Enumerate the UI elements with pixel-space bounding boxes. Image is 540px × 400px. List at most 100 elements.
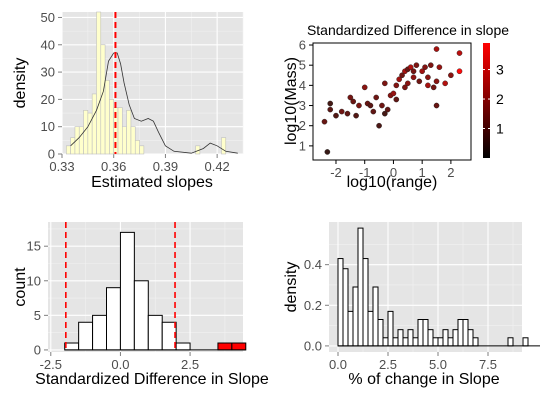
scatter-point — [376, 122, 382, 129]
histogram-bar — [117, 107, 123, 155]
scatter-point — [396, 76, 402, 83]
histogram-bar — [507, 337, 514, 347]
histogram-bar — [407, 329, 414, 347]
histogram-bar — [119, 231, 135, 351]
scatter-point — [413, 62, 420, 68]
x-tick-label: 2 — [447, 165, 454, 180]
histogram-bar — [347, 310, 354, 347]
histogram-bar — [231, 342, 247, 351]
scatter-point — [393, 82, 400, 89]
scatter-point — [356, 102, 362, 109]
histogram-bar — [412, 337, 419, 347]
histogram-bar — [462, 319, 469, 347]
chart-title: Standardized Difference in slope — [307, 22, 509, 38]
density-curve — [70, 52, 238, 154]
scatter-point — [410, 68, 417, 75]
histogram-bar — [377, 319, 384, 347]
y-tick-label: 40 — [41, 37, 55, 52]
y-tick-label: 0 — [48, 147, 55, 162]
y-tick-label: 1 — [299, 138, 306, 153]
scatter-point — [410, 74, 417, 81]
histogram-bar — [64, 342, 80, 351]
scatter-point — [347, 94, 354, 101]
x-tick-label: -2.5 — [40, 357, 62, 372]
scatter-point — [436, 64, 443, 71]
scatter-point — [422, 64, 428, 71]
scatter-point — [382, 110, 388, 117]
histogram-bar — [130, 126, 136, 155]
histogram-bar — [147, 314, 163, 351]
x-tick-label: 2.5 — [181, 357, 199, 372]
colorbar — [483, 43, 490, 158]
histogram-bar — [467, 329, 474, 347]
scatter-point — [344, 110, 351, 117]
scatter-point — [338, 108, 345, 115]
scatter-point — [399, 72, 405, 79]
scatter-point — [407, 64, 414, 71]
histogram-bar — [447, 337, 454, 347]
scatter-point — [373, 94, 380, 101]
histogram-bar — [217, 342, 233, 351]
y-tick-label: 4 — [299, 78, 306, 93]
scatter-point — [390, 90, 397, 97]
panel-4: 0.0 2.5 5.0 7.5 0.0 0.2 0.4 % of change in Slop… — [283, 222, 540, 388]
scatter-point — [367, 102, 374, 109]
scatter-point — [448, 72, 454, 79]
histogram-bar — [175, 342, 191, 351]
histogram-bar — [457, 319, 464, 347]
x-axis-label: % of change in Slope — [348, 371, 499, 388]
y-tick-label: 0.0 — [304, 338, 322, 353]
x-tick-label: 0.0 — [111, 357, 129, 372]
x-tick-label: 0.0 — [329, 357, 347, 372]
scatter-point — [433, 78, 440, 85]
y-tick-label: 3 — [299, 98, 306, 113]
scatter-point — [430, 84, 437, 91]
y-axis-label: density — [12, 58, 29, 109]
x-tick-label: -1 — [359, 165, 371, 180]
histogram-bar — [139, 145, 145, 155]
panel-3: -2.5 0.0 2.5 0 5 10 15 Standardized Difference … — [12, 222, 269, 388]
y-tick-label: 0.4 — [304, 257, 322, 272]
scatter-point — [425, 74, 431, 81]
y-tick-label: 30 — [41, 65, 55, 80]
histogram-bar — [382, 337, 389, 347]
y-axis-label: density — [283, 262, 300, 313]
x-tick-label: 0.42 — [204, 159, 229, 174]
scatter-point — [353, 112, 359, 119]
scatter-point — [456, 68, 463, 75]
x-tick-label: -2 — [330, 165, 342, 180]
histogram-bar — [161, 321, 177, 351]
histogram-bar — [522, 337, 529, 347]
histogram-bar — [78, 321, 94, 351]
scatter-point — [393, 96, 400, 103]
histogram-bar — [422, 319, 429, 347]
histogram-bar — [221, 137, 227, 155]
histogram-bar — [83, 110, 89, 155]
y-tick-label: 10 — [41, 119, 55, 134]
scatter-point — [442, 80, 448, 87]
y-axis-label: count — [12, 267, 29, 307]
scatter-point — [416, 78, 423, 85]
scatter-point — [361, 84, 368, 91]
histogram-bar — [352, 286, 359, 347]
histogram-bars — [66, 11, 227, 155]
y-tick-label: 2 — [299, 118, 306, 133]
histogram-bar — [427, 329, 434, 347]
histogram-bar — [392, 337, 399, 347]
y-tick-label: 6 — [299, 38, 306, 53]
y-axis-label: log10(Mass) — [283, 57, 300, 145]
histogram-bar — [109, 99, 115, 155]
histogram-bar — [417, 319, 424, 347]
scatter-point — [456, 50, 463, 56]
plot-border — [312, 42, 472, 161]
scatter-point — [350, 98, 357, 105]
histogram-bars — [337, 227, 540, 347]
histogram-bar — [91, 93, 97, 155]
y-tick-label: 15 — [27, 239, 41, 254]
histogram-bar — [122, 126, 127, 155]
histogram-bar — [397, 329, 404, 347]
x-axis-label: Standardized Difference in Slope — [35, 371, 269, 388]
histogram-bar — [472, 337, 479, 347]
y-tick-label: 20 — [41, 92, 55, 107]
